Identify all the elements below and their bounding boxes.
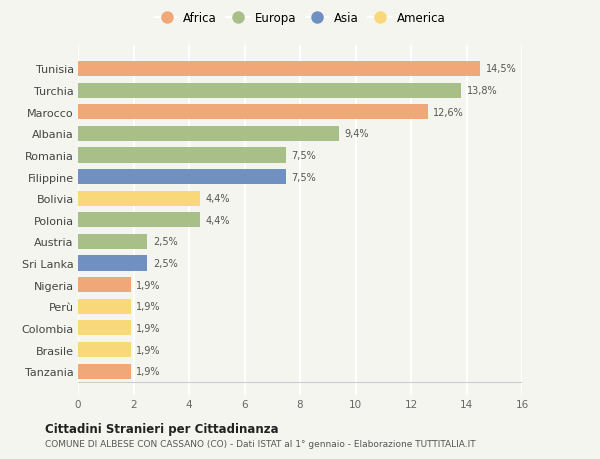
Text: 1,9%: 1,9% bbox=[136, 280, 161, 290]
Bar bbox=[78, 105, 428, 120]
Text: Cittadini Stranieri per Cittadinanza: Cittadini Stranieri per Cittadinanza bbox=[45, 422, 278, 436]
Bar bbox=[78, 170, 286, 185]
Legend: Africa, Europa, Asia, America: Africa, Europa, Asia, America bbox=[155, 11, 445, 25]
Text: 1,9%: 1,9% bbox=[136, 366, 161, 376]
Bar bbox=[78, 62, 481, 77]
Text: 1,9%: 1,9% bbox=[136, 323, 161, 333]
Text: 7,5%: 7,5% bbox=[292, 172, 316, 182]
Bar bbox=[78, 299, 131, 314]
Bar bbox=[78, 84, 461, 98]
Text: COMUNE DI ALBESE CON CASSANO (CO) - Dati ISTAT al 1° gennaio - Elaborazione TUTT: COMUNE DI ALBESE CON CASSANO (CO) - Dati… bbox=[45, 439, 476, 448]
Bar bbox=[78, 256, 148, 271]
Text: 12,6%: 12,6% bbox=[433, 107, 464, 118]
Text: 4,4%: 4,4% bbox=[206, 215, 230, 225]
Text: 14,5%: 14,5% bbox=[486, 64, 517, 74]
Text: 1,9%: 1,9% bbox=[136, 302, 161, 312]
Bar bbox=[78, 191, 200, 206]
Text: 2,5%: 2,5% bbox=[153, 258, 178, 269]
Bar bbox=[78, 213, 200, 228]
Text: 1,9%: 1,9% bbox=[136, 345, 161, 355]
Text: 7,5%: 7,5% bbox=[292, 151, 316, 161]
Bar bbox=[78, 235, 148, 249]
Text: 9,4%: 9,4% bbox=[344, 129, 369, 139]
Bar bbox=[78, 364, 131, 379]
Text: 4,4%: 4,4% bbox=[206, 194, 230, 204]
Bar bbox=[78, 278, 131, 292]
Text: 2,5%: 2,5% bbox=[153, 237, 178, 247]
Text: 13,8%: 13,8% bbox=[467, 86, 497, 96]
Bar bbox=[78, 127, 339, 141]
Bar bbox=[78, 148, 286, 163]
Bar bbox=[78, 342, 131, 357]
Bar bbox=[78, 321, 131, 336]
